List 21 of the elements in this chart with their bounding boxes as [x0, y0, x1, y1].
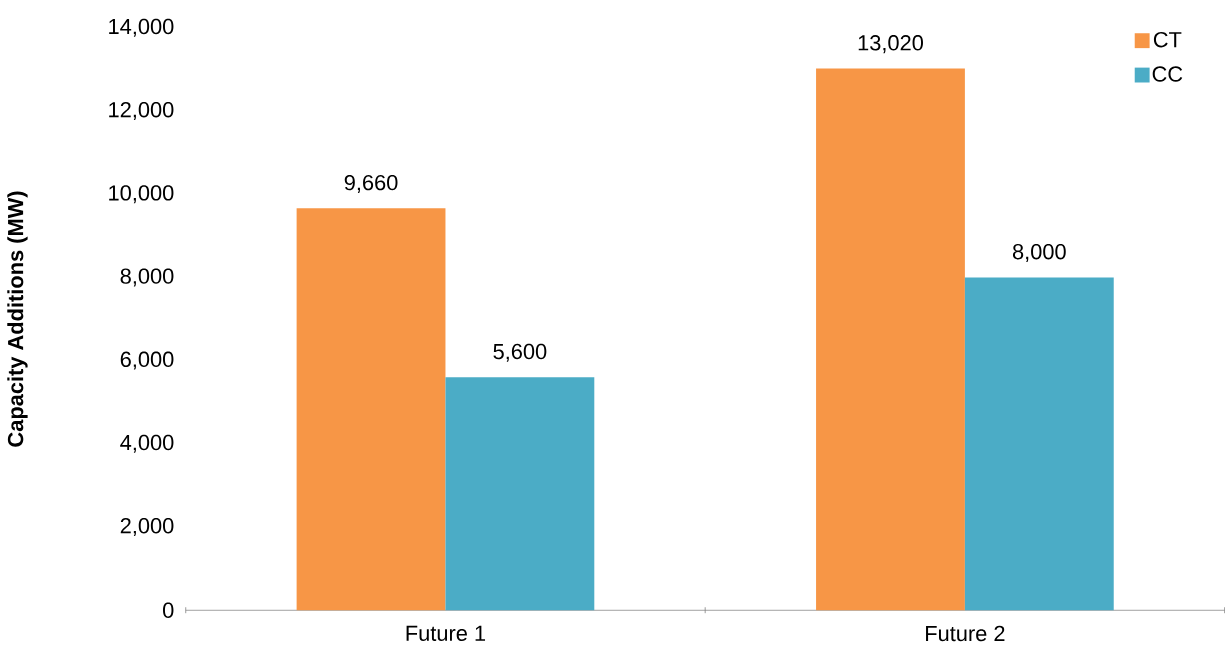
bar: [445, 377, 595, 611]
data-label: 13,020: [858, 35, 923, 54]
y-axis-title: Capacity Additions (MW): [7, 191, 28, 447]
x-tick-label: Future 1: [406, 625, 486, 642]
data-label: 9,660: [344, 175, 398, 194]
y-tick-label: 12,000: [109, 102, 174, 121]
bar: [816, 68, 965, 611]
y-tick-label: 2,000: [120, 518, 174, 537]
y-tick-label: 10,000: [109, 185, 174, 204]
legend-label: CT: [1153, 32, 1182, 48]
y-tick-label: 4,000: [120, 434, 174, 453]
y-tick-label: 6,000: [120, 351, 174, 370]
data-label: 8,000: [1012, 244, 1066, 263]
x-tick-label: Future 2: [926, 625, 1005, 642]
y-tick-label: 8,000: [120, 268, 174, 287]
y-tick-label: 14,000: [109, 18, 174, 37]
data-label: 5,600: [493, 343, 547, 362]
bar: [296, 208, 446, 611]
bar: [964, 277, 1114, 611]
legend-label: CC: [1152, 66, 1183, 82]
y-tick-label: 0: [163, 602, 174, 619]
